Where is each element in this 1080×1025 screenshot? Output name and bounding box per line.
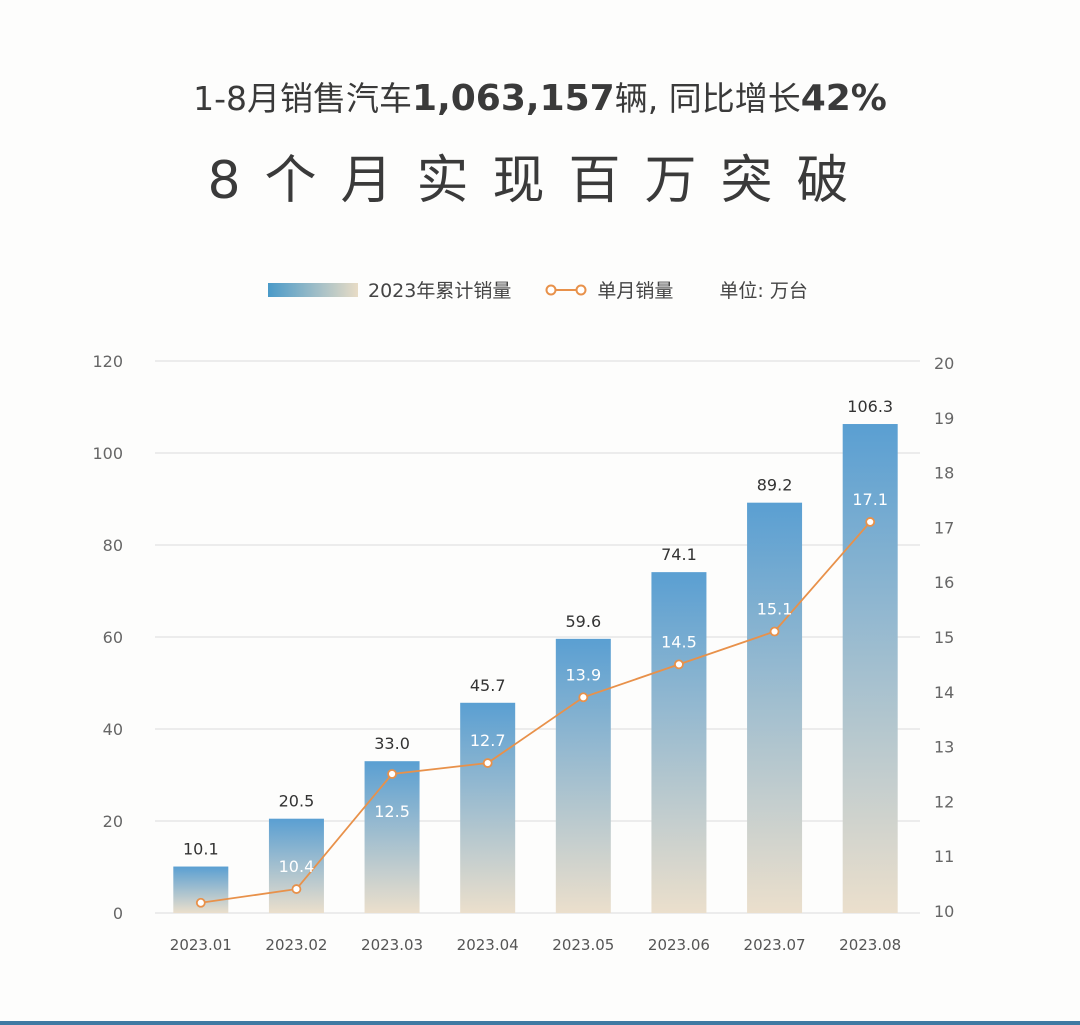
subtitle: 1-8月销售汽车1,063,157辆, 同比增长42% [0, 72, 1080, 120]
legend-bar-swatch [268, 282, 358, 297]
right-axis-tick: 16 [934, 573, 954, 592]
monthly-value-label: 12.7 [470, 731, 506, 750]
monthly-point [769, 626, 780, 637]
right-axis-tick: 10 [934, 902, 954, 921]
right-axis-tick: 17 [934, 518, 954, 537]
left-axis-tick: 20 [103, 812, 123, 831]
monthly-point [387, 769, 397, 779]
subtitle-mid: 辆, 同比增长 [614, 79, 801, 118]
right-axis-tick: 18 [934, 464, 954, 483]
left-axis-tick: 0 [113, 904, 123, 923]
legend-monthly: 单月销量 [597, 280, 674, 302]
monthly-value-label: 10.4 [279, 857, 315, 876]
right-axis-tick: 12 [934, 792, 954, 811]
monthly-point [291, 884, 302, 894]
x-axis-tick: 2023.06 [648, 936, 710, 954]
right-axis-tick: 15 [934, 628, 954, 647]
page-title: 8个月实现百万突破 [207, 151, 873, 211]
monthly-point [674, 659, 684, 670]
left-axis-tick: 120 [92, 352, 123, 371]
right-axis-tick: 19 [934, 409, 954, 428]
monthly-value-label: 17.1 [852, 490, 888, 509]
bar-value-label: 45.7 [470, 676, 506, 695]
x-axis-tick: 2023.08 [839, 936, 901, 954]
bar [842, 424, 898, 913]
bar [364, 761, 420, 913]
left-axis-tick: 80 [103, 536, 123, 555]
x-axis-tick: 2023.07 [744, 936, 806, 954]
subtitle-number: 1,063,157 [412, 78, 615, 119]
monthly-value-label: 13.9 [566, 665, 602, 684]
left-axis-tick: 40 [103, 720, 123, 739]
monthly-value-label: 15.1 [757, 600, 793, 619]
bar [651, 572, 707, 913]
legend: 2023年累计销量 单月销量 单位: 万台 [268, 276, 808, 303]
right-axis-tick: 11 [934, 847, 954, 866]
left-axis-tick: 100 [92, 444, 123, 463]
right-axis-tick: 13 [934, 738, 954, 757]
bar [555, 638, 611, 913]
bar [747, 502, 803, 913]
x-axis-tick: 2023.04 [457, 936, 519, 954]
bar-value-label: 89.2 [757, 476, 793, 495]
x-axis-tick: 2023.02 [265, 936, 327, 954]
monthly-value-label: 14.5 [661, 632, 697, 651]
bar-value-label: 33.0 [374, 734, 410, 753]
monthly-point [482, 758, 493, 768]
bar-value-label: 20.5 [279, 792, 315, 811]
monthly-point [865, 517, 876, 527]
bar [460, 702, 516, 913]
bar-value-label: 10.1 [183, 840, 219, 859]
legend-unit: 单位: 万台 [719, 280, 808, 302]
x-axis-tick: 2023.05 [552, 936, 614, 954]
bar-value-label: 59.6 [566, 612, 602, 631]
left-axis-tick: 60 [103, 628, 123, 647]
subtitle-pct: 42% [800, 78, 887, 119]
legend-line-swatch-icon [545, 284, 587, 295]
legend-cumulative: 2023年累计销量 [368, 280, 512, 302]
bottom-bar [0, 1021, 1080, 1025]
x-axis-tick: 2023.03 [361, 936, 423, 954]
right-axis-tick: 20 [934, 354, 954, 373]
monthly-value-label: 12.5 [374, 802, 410, 821]
bar-value-label: 74.1 [661, 545, 697, 564]
monthly-line [200, 521, 871, 904]
monthly-point [195, 897, 206, 908]
right-axis-tick: 14 [934, 683, 954, 702]
subtitle-prefix: 1-8月销售汽车 [193, 79, 413, 118]
bar-value-label: 106.3 [847, 397, 893, 416]
monthly-point [578, 692, 589, 703]
x-axis-tick: 2023.01 [170, 936, 232, 954]
